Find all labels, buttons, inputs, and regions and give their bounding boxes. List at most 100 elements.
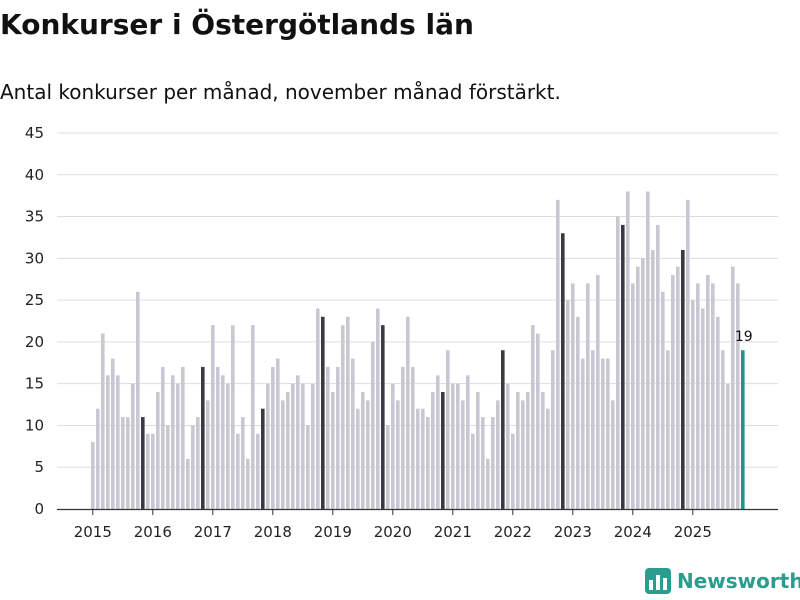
bar xyxy=(391,383,395,509)
bar xyxy=(131,383,135,509)
bar xyxy=(271,366,275,509)
brand-logo[interactable]: Newsworthy xyxy=(645,568,800,594)
bar xyxy=(386,425,390,509)
bar xyxy=(191,425,195,509)
bar xyxy=(726,383,730,509)
y-tick-label: 40 xyxy=(25,166,44,184)
bar xyxy=(741,350,745,509)
bar xyxy=(611,400,615,509)
bar xyxy=(631,283,635,509)
bar xyxy=(736,283,740,509)
x-tick-label: 2016 xyxy=(134,523,172,541)
bar xyxy=(231,325,235,509)
bar xyxy=(546,408,550,509)
bar xyxy=(286,392,290,509)
bar xyxy=(411,366,415,509)
bars xyxy=(91,191,745,510)
bar xyxy=(296,375,300,509)
bar xyxy=(216,366,220,509)
y-tick-label: 30 xyxy=(25,249,44,267)
x-tick-label: 2024 xyxy=(614,523,652,541)
bar xyxy=(641,258,645,509)
bar xyxy=(331,392,335,509)
bar xyxy=(446,350,450,509)
y-tick-label: 0 xyxy=(34,500,44,518)
bar xyxy=(681,249,685,509)
bar xyxy=(496,400,500,509)
bar xyxy=(451,383,455,509)
x-tick-label: 2021 xyxy=(434,523,472,541)
y-tick-label: 35 xyxy=(25,208,44,226)
bar xyxy=(471,433,475,509)
bar xyxy=(706,275,710,509)
bar xyxy=(616,216,620,510)
bar xyxy=(246,458,250,509)
bar xyxy=(521,400,525,509)
bar xyxy=(621,224,625,509)
bar xyxy=(366,400,370,509)
bar xyxy=(321,316,325,509)
bar xyxy=(306,425,310,509)
last-value-label: 19 xyxy=(735,329,753,345)
y-tick-label: 10 xyxy=(25,416,44,434)
bar xyxy=(596,275,600,509)
bar xyxy=(291,383,295,509)
bar xyxy=(426,417,430,509)
bar xyxy=(136,291,140,509)
x-axis-tick-labels: 2015 2016 2017 2018 2019 2020 2021 2022 2023 2024… xyxy=(74,523,712,541)
y-axis-tick-labels: 0 5 10 15 20 25 30 35 40 45 xyxy=(25,124,44,518)
bar xyxy=(566,300,570,509)
newsworthy-logo-icon xyxy=(645,568,671,594)
bar xyxy=(626,191,630,509)
bar xyxy=(501,350,505,509)
y-tick-label: 45 xyxy=(25,124,44,142)
bar xyxy=(656,224,660,509)
bar xyxy=(556,199,560,509)
bar xyxy=(701,308,705,509)
bar xyxy=(241,417,245,509)
x-tick-label: 2019 xyxy=(314,523,352,541)
x-tick-label: 2023 xyxy=(554,523,592,541)
x-tick-label: 2020 xyxy=(374,523,412,541)
bar xyxy=(181,366,185,509)
bar xyxy=(491,417,495,509)
bar xyxy=(586,283,590,509)
y-tick-label: 20 xyxy=(25,333,44,351)
bar xyxy=(581,358,585,509)
bar xyxy=(671,275,675,509)
bar xyxy=(651,249,655,509)
bar xyxy=(201,366,205,509)
bar xyxy=(646,191,650,509)
bar xyxy=(401,366,405,509)
bar xyxy=(676,266,680,509)
bar xyxy=(361,392,365,509)
bar xyxy=(636,266,640,509)
bar xyxy=(571,283,575,509)
bar xyxy=(396,400,400,509)
bar xyxy=(146,433,150,509)
bar xyxy=(156,392,160,509)
bar xyxy=(531,325,535,509)
bar xyxy=(251,325,255,509)
bar xyxy=(311,383,315,509)
bar xyxy=(481,417,485,509)
brand-name: Newsworthy xyxy=(677,569,800,593)
bar xyxy=(101,333,105,509)
chart-title: Konkurser i Östergötlands län xyxy=(0,8,474,41)
bar xyxy=(171,375,175,509)
bar xyxy=(226,383,230,509)
bar xyxy=(666,350,670,509)
bar xyxy=(381,325,385,509)
bar xyxy=(476,392,480,509)
bar xyxy=(506,383,510,509)
bar xyxy=(691,300,695,509)
bar xyxy=(416,408,420,509)
bar xyxy=(261,408,265,509)
y-tick-label: 15 xyxy=(25,375,44,393)
bar xyxy=(211,325,215,509)
bar xyxy=(486,458,490,509)
bar xyxy=(256,433,260,509)
bar xyxy=(356,408,360,509)
bar xyxy=(406,316,410,509)
